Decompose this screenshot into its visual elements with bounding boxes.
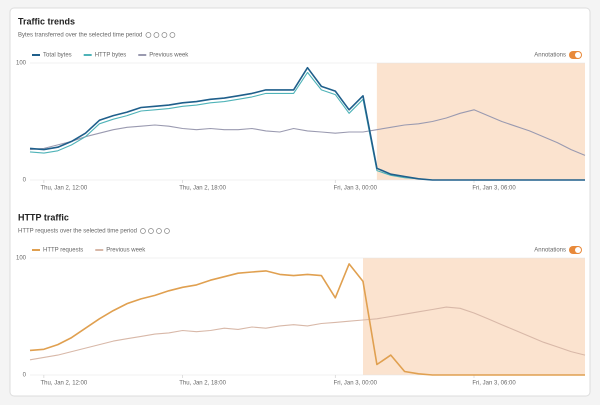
toolbar-icon[interactable]	[161, 32, 168, 38]
y-tick-label: 0	[23, 373, 27, 379]
toolbar-icon[interactable]	[145, 32, 152, 38]
x-tick-label: Thu, Jan 2, 18:00	[179, 381, 226, 387]
chart-title: HTTP traffic	[18, 212, 69, 222]
toolbar-icon[interactable]	[169, 32, 176, 38]
series-line	[29, 109, 586, 156]
chart-subtitle: HTTP requests over the selected time per…	[18, 229, 137, 235]
legend-label: Total bytes	[43, 53, 72, 59]
toolbar-icon[interactable]	[140, 228, 146, 234]
series-line	[29, 306, 586, 361]
x-tick-label: Fri, Jan 3, 00:00	[334, 381, 378, 387]
annotation-region	[376, 63, 585, 180]
toolbar-icon[interactable]	[164, 228, 170, 234]
x-tick-label: Fri, Jan 3, 00:00	[334, 186, 378, 192]
annotations-label: Annotations	[534, 248, 566, 254]
x-tick-label: Fri, Jan 3, 06:00	[472, 186, 516, 192]
toolbar-icon[interactable]	[153, 32, 160, 38]
toolbar-icon[interactable]	[156, 228, 162, 234]
annotation-region	[363, 258, 585, 375]
x-tick-label: Fri, Jan 3, 06:00	[472, 381, 516, 387]
x-tick-label: Thu, Jan 2, 18:00	[179, 186, 226, 192]
legend-label: Previous week	[149, 53, 189, 59]
chart-title: Traffic trends	[18, 16, 75, 26]
chart-subtitle: Bytes transferred over the selected time…	[18, 33, 142, 39]
toolbar-icon[interactable]	[148, 228, 154, 234]
series-line	[29, 263, 585, 376]
x-tick-label: Thu, Jan 2, 12:00	[41, 186, 88, 192]
toggle-knob	[575, 247, 581, 253]
legend-label: HTTP bytes	[95, 53, 127, 59]
y-tick-label: 0	[23, 178, 27, 184]
series-line	[29, 66, 585, 181]
y-tick-label: 100	[16, 256, 27, 262]
legend-label: HTTP requests	[43, 248, 83, 254]
legend-label: Previous week	[106, 248, 146, 254]
x-tick-label: Thu, Jan 2, 12:00	[41, 381, 88, 387]
y-tick-label: 100	[16, 61, 27, 67]
annotations-label: Annotations	[534, 53, 566, 59]
toggle-knob	[575, 52, 581, 58]
